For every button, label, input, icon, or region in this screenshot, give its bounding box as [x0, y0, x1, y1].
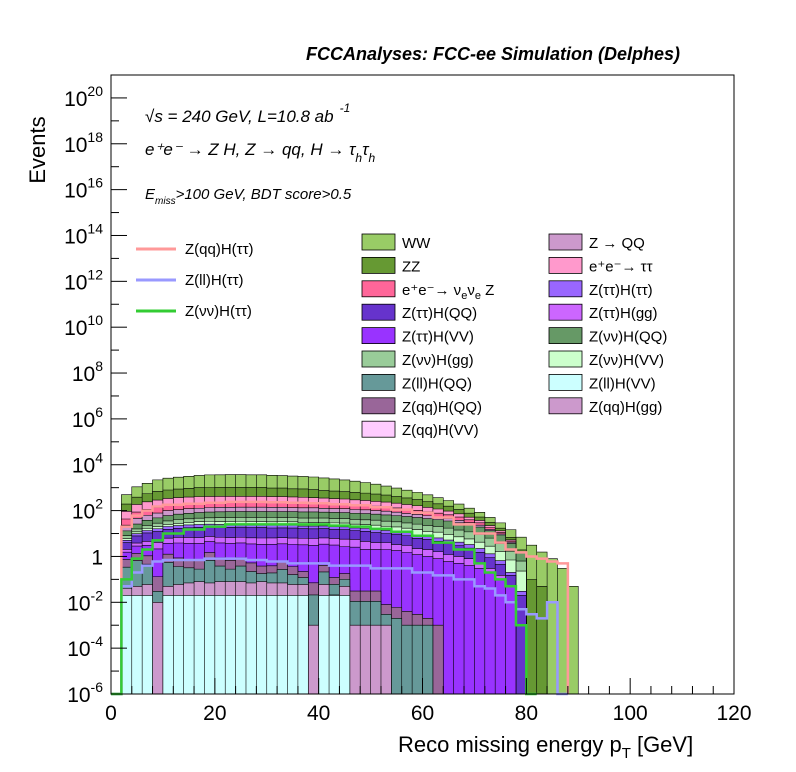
y-tick-label: 10-6	[67, 679, 103, 707]
legend: Z(qq)H(ττ) Z(ll)H(ττ) Z(νν)H(ττ) WW ZZ e⁺e⁻→ …	[136, 233, 667, 439]
legend-label: Z(ττ)H(VV)	[402, 329, 474, 346]
stack-layer	[121, 474, 579, 695]
legend-entry-z-h: Z(νν)H(ττ)	[136, 303, 252, 320]
signal-layer	[111, 500, 570, 696]
stack-z-ll-h-vv	[121, 595, 351, 695]
legend-label: WW	[402, 235, 431, 252]
legend-entry-ww: WW	[361, 233, 431, 252]
legend-entry-z-h-gg: Z(νν)H(gg)	[361, 350, 474, 369]
legend-label: Z → QQ	[589, 235, 645, 252]
legend-entry-e-e: e⁺e⁻→ ττ	[548, 256, 653, 275]
legend-label: Z(qq)H(VV)	[402, 422, 479, 439]
legend-swatch	[361, 303, 396, 321]
legend-swatch	[548, 327, 583, 345]
legend-label: Z(νν)H(ττ)	[185, 303, 252, 320]
y-tick-label: 102	[72, 496, 103, 524]
legend-swatch	[361, 280, 396, 298]
annotation-process: e⁺e⁻ → Z H, Z → qq, H → τhτh	[145, 140, 375, 165]
y-tick-label: 10-2	[67, 587, 103, 615]
legend-swatch	[361, 256, 396, 274]
legend-entry-z-h-qq: Z(νν)H(QQ)	[548, 327, 667, 346]
legend-label: Z(νν)H(VV)	[589, 352, 664, 369]
y-tick-label: 1	[91, 546, 103, 569]
legend-label: Z(qq)H(ττ)	[185, 241, 254, 258]
legend-label: Z(νν)H(gg)	[402, 352, 474, 369]
legend-swatch	[548, 256, 583, 274]
legend-entry-zz: ZZ	[361, 256, 420, 275]
legend-label: Z(ττ)H(QQ)	[402, 305, 477, 322]
legend-entry-z-h-gg: Z(ττ)H(gg)	[548, 303, 658, 322]
signal-line-z-ll-h	[111, 557, 568, 696]
legend-entry-z-qq-h-vv: Z(qq)H(VV)	[361, 420, 479, 439]
legend-entry-z-qq-h-gg: Z(qq)H(gg)	[548, 397, 662, 416]
y-tick-label: 1016	[64, 175, 103, 203]
y-tick-label: 1018	[64, 129, 103, 157]
stack-bars-z-ll-h-vv	[121, 595, 351, 695]
legend-swatch	[361, 397, 396, 415]
legend-swatch	[548, 373, 583, 391]
legend-entry-z-h-qq: Z(ττ)H(QQ)	[361, 303, 477, 322]
y-tick-label: 1010	[64, 312, 103, 340]
legend-swatch	[548, 303, 583, 321]
x-tick-label: 80	[515, 702, 538, 725]
legend-label: Z(ll)H(VV)	[589, 375, 656, 392]
x-tick-label: 20	[203, 702, 226, 725]
legend-label: Z(ll)H(ττ)	[185, 272, 244, 289]
signal-line-z-qq-h	[111, 500, 570, 696]
legend-label: Z(qq)H(gg)	[589, 399, 662, 416]
x-tick-label: 0	[105, 702, 117, 725]
legend-entry-z-qq-h: Z(qq)H(ττ)	[136, 241, 254, 258]
chart-title: FCCAnalyses: FCC-ee Simulation (Delphes)	[306, 44, 680, 64]
legend-entry-z-ll-h: Z(ll)H(ττ)	[136, 272, 244, 289]
legend-entry-z-qq: Z → QQ	[548, 233, 645, 252]
legend-swatch	[548, 350, 583, 368]
legend-entry-z-qq-h-qq: Z(qq)H(QQ)	[361, 397, 482, 416]
legend-swatch	[361, 373, 396, 391]
legend-label: e⁺e⁻→ νeνe Z	[402, 282, 494, 302]
legend-entry-z-ll-h-qq: Z(ll)H(QQ)	[361, 373, 472, 392]
legend-label: ZZ	[402, 258, 420, 275]
y-tick-label: 1014	[64, 220, 103, 248]
annotation-energy: √s = 240 GeV, L=10.8 ab -1	[145, 101, 350, 126]
y-tick-label: 1012	[64, 266, 103, 294]
x-tick-label: 40	[307, 702, 330, 725]
legend-label: Z(νν)H(QQ)	[589, 329, 667, 346]
y-tick-label: 108	[72, 358, 103, 386]
legend-label: Z(ll)H(QQ)	[402, 375, 472, 392]
y-tick-label: 106	[72, 404, 103, 432]
legend-swatch	[361, 327, 396, 345]
y-tick-label: 10-4	[67, 633, 103, 661]
legend-entry-z-h-vv: Z(ττ)H(VV)	[361, 327, 474, 346]
legend-entry-z-ll-h-vv: Z(ll)H(VV)	[548, 373, 656, 392]
signal-line-z-h	[111, 523, 537, 696]
legend-swatch	[548, 233, 583, 251]
x-tick-label: 60	[411, 702, 434, 725]
x-tick-label: 100	[613, 702, 648, 725]
axis-layer: 0 20 40 60 80 100 120 10-6 10-4 10-2 1 102 104 106 108…	[64, 83, 751, 725]
y-tick-label: 1020	[64, 83, 103, 111]
legend-swatch	[548, 397, 583, 415]
legend-label: Z(ττ)H(gg)	[589, 305, 658, 322]
legend-swatch	[361, 233, 396, 251]
legend-label: Z(ττ)H(ττ)	[589, 282, 653, 299]
legend-swatch	[361, 420, 396, 438]
x-axis-label: Reco missing energy pT [GeV]	[398, 732, 693, 762]
x-tick-label: 120	[716, 702, 751, 725]
legend-swatch	[361, 350, 396, 368]
y-tick-label: 104	[72, 450, 103, 478]
y-axis-label: Events	[25, 116, 50, 183]
legend-swatch	[548, 280, 583, 298]
legend-entry-e-e-e-e-z: e⁺e⁻→ νeνe Z	[361, 280, 494, 302]
legend-label: Z(qq)H(QQ)	[402, 399, 482, 416]
legend-entry-z-h: Z(ττ)H(ττ)	[548, 280, 653, 299]
legend-label: e⁺e⁻→ ττ	[589, 258, 653, 275]
legend-entry-z-h-vv: Z(νν)H(VV)	[548, 350, 664, 369]
annotation-selection: Emiss>100 GeV, BDT score>0.5	[145, 186, 352, 207]
